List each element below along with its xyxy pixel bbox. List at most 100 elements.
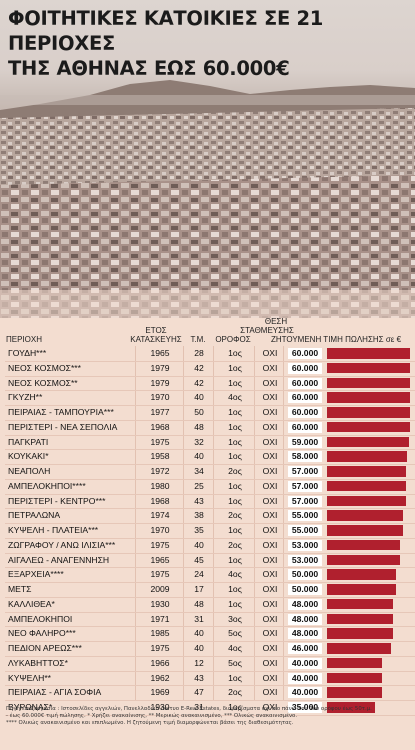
area-label: ΠΕΡΙΣΤΕΡΙ - ΝΕΑ ΣΕΠΟΛΙΑ — [8, 421, 118, 432]
sqm-value: 38 — [194, 510, 204, 521]
area-label: ΖΩΓΡΑΦΟΥ / ΑΝΩ ΙΛΙΣΙΑ*** — [8, 539, 116, 550]
year-value: 1968 — [150, 495, 170, 506]
parking-value: ΟΧΙ — [262, 643, 278, 653]
area-label: ΛΥΚΑΒΗΤΤΟΣ* — [8, 657, 68, 668]
table-row: ΝΕΑΠΟΛΗ 1972 34 2ος ΟΧΙ 57.000 — [5, 464, 415, 479]
floor-value: 2ος — [228, 466, 242, 476]
sqm-value: 34 — [194, 466, 204, 476]
year-value: 1975 — [150, 436, 170, 447]
athens-cityscape-photo — [0, 0, 415, 318]
row-divider — [5, 375, 415, 377]
year-value: 2009 — [150, 584, 170, 594]
sqm-value: 24 — [194, 569, 204, 580]
area-label: ΝΕΟΣ ΚΟΣΜΟΣ** — [8, 377, 78, 388]
area-label: ΝΕΟΣ ΚΟΣΜΟΣ*** — [8, 362, 81, 373]
parking-value: ΟΧΙ — [262, 539, 278, 550]
price-label: 40.000 — [288, 687, 322, 699]
row-divider — [5, 419, 415, 421]
price-bar — [327, 657, 383, 669]
price-bar — [327, 613, 394, 624]
price-label: 46.000 — [288, 643, 322, 654]
area-label: ΓΟΥΔΗ*** — [8, 348, 47, 358]
floor-value: 1ος — [228, 407, 242, 417]
row-divider — [5, 434, 415, 436]
price-label: 57.000 — [288, 495, 322, 507]
price-bar — [327, 407, 410, 418]
footnote: Πηγή/επεξεργασία : Ιστοσελίδες αγγελιών,… — [6, 706, 410, 728]
area-label: ΕΞΑΡΧΕΙΑ**** — [8, 569, 64, 580]
year-value: 1975 — [150, 569, 170, 580]
price-label: 55.000 — [288, 525, 322, 536]
parking-value: ΟΧΙ — [262, 525, 278, 535]
area-label: ΓΚΥΖΗ** — [8, 392, 43, 403]
table-row: ΠΕΔΙΟΝ ΑΡΕΩΣ*** 1975 40 4ος ΟΧΙ 46.000 — [5, 641, 415, 656]
header-parking-line-1: ΘΕΣΗ — [264, 317, 288, 326]
table-row: ΝΕΟ ΦΑΛΗΡΟ*** 1985 40 5ος ΟΧΙ 48.000 — [5, 626, 415, 641]
year-value: 1980 — [150, 480, 170, 491]
footnote-line-1: Πηγή/επεξεργασία : Ιστοσελίδες αγγελιών,… — [6, 706, 372, 712]
sqm-value: 31 — [194, 613, 204, 624]
price-label: 53.000 — [288, 554, 322, 566]
header-floor: ΟΡΟΦΟΣ — [215, 335, 251, 344]
parking-value: ΟΧΙ — [262, 598, 278, 609]
area-label: ΠΕΔΙΟΝ ΑΡΕΩΣ*** — [8, 643, 82, 653]
floor-value: 1ος — [228, 348, 242, 358]
parking-value: ΟΧΙ — [262, 510, 278, 521]
floor-value: 1ος — [228, 436, 242, 447]
price-bar — [327, 584, 397, 595]
table-row: ΚΑΛΛΙΘΕΑ* 1930 48 1ος ΟΧΙ 48.000 — [5, 597, 415, 612]
price-label: 48.000 — [288, 598, 322, 610]
price-bar — [327, 377, 410, 388]
area-label: ΚΥΨΕΛΗ - ΠΛΑΤΕΙΑ*** — [8, 525, 99, 535]
table-row: ΑΜΠΕΛΟΚΗΠΟΙ**** 1980 25 1ος ΟΧΙ 57.000 — [5, 479, 415, 494]
year-value: 1962 — [150, 672, 170, 683]
price-bar — [327, 480, 406, 492]
parking-value: ΟΧΙ — [262, 687, 278, 698]
year-value: 1985 — [150, 628, 170, 639]
row-divider — [5, 670, 415, 672]
floor-value: 4ος — [228, 569, 242, 580]
row-divider — [5, 405, 415, 406]
floor-value: 1ος — [228, 554, 242, 565]
price-bar — [327, 451, 408, 462]
header-price: ΖΗΤΟΥΜΕΝΗ ΤΙΜΗ ΠΩΛΗΣΗΣ σε € — [270, 335, 402, 344]
row-divider — [5, 523, 415, 524]
footnote-line-2: - έως 60.000€ τιμή πώλησης. * Χρήζει ανα… — [6, 713, 298, 720]
price-bar — [327, 466, 406, 477]
chart-title: ΦΟΙΤΗΤΙΚΕΣ ΚΑΤΟΙΚΙΕΣ ΣΕ 21 ΠΕΡΙΟΧΕΣ ΤΗΣ … — [8, 6, 408, 81]
year-value: 1965 — [150, 348, 170, 358]
row-divider — [5, 508, 415, 510]
price-label: 53.000 — [288, 539, 322, 551]
parking-value: ΟΧΙ — [262, 466, 278, 476]
parking-value: ΟΧΙ — [262, 702, 278, 712]
sqm-value: 50 — [194, 407, 204, 417]
parking-value: ΟΧΙ — [262, 613, 278, 624]
row-divider — [5, 390, 415, 392]
sqm-value: 12 — [194, 657, 204, 668]
footnote-line-3: **** Ολικώς ανακαινισμένο και επιπλωμένο… — [6, 720, 294, 727]
parking-value: ΟΧΙ — [262, 421, 278, 432]
price-bar — [327, 421, 410, 433]
price-label: 58.000 — [288, 451, 322, 463]
year-value: 1970 — [150, 392, 170, 403]
price-bar — [327, 362, 410, 374]
table-row: ΓΟΥΔΗ*** 1965 28 1ος ΟΧΙ 60.000 — [5, 346, 415, 361]
title-line-1: ΦΟΙΤΗΤΙΚΕΣ ΚΑΤΟΙΚΙΕΣ ΣΕ 21 ΠΕΡΙΟΧΕΣ — [8, 7, 324, 55]
row-divider — [5, 464, 415, 465]
price-table: ΓΟΥΔΗ*** 1965 28 1ος ΟΧΙ 60.000 ΝΕΟΣ ΚΟΣΜΟΣ***… — [5, 346, 415, 715]
floor-value: 2ος — [228, 687, 242, 698]
floor-value: 4ος — [228, 643, 242, 653]
parking-value: ΟΧΙ — [262, 451, 278, 462]
price-label: 60.000 — [288, 348, 322, 359]
area-label: ΚΥΨΕΛΗ** — [8, 672, 52, 683]
price-bar — [327, 598, 394, 610]
parking-value: ΟΧΙ — [262, 377, 278, 388]
row-divider — [5, 626, 415, 628]
floor-value: 1ος — [228, 362, 242, 373]
area-label: ΚΟΥΚΑΚΙ* — [8, 451, 49, 462]
row-divider — [5, 567, 415, 569]
price-label: 50.000 — [288, 569, 322, 581]
floor-value: 1ος — [228, 672, 242, 683]
year-value: 1969 — [150, 687, 170, 698]
sqm-value: 25 — [194, 480, 204, 491]
